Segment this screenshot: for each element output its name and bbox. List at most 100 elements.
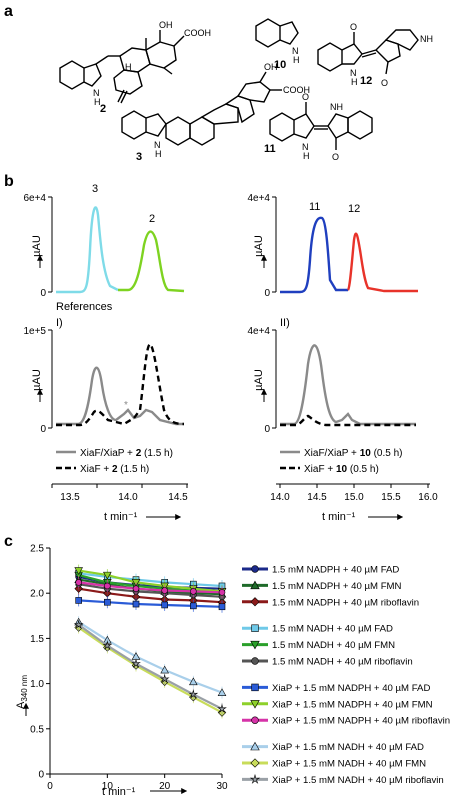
legend-text-assay-right-1: XiaF/XiaP + 10 (0.5 h) [304, 448, 403, 459]
compound-3-id: 3 [136, 151, 142, 163]
chart-legend-label: 1.5 mM NADPH + 40 µM FMN [272, 581, 402, 592]
compound-10-h: H [293, 55, 300, 65]
chart-point [251, 657, 259, 665]
chart-legend-item: 1.5 mM NADPH + 40 µM FMN [242, 580, 402, 592]
xtick-assay-right-3: 15.5 [381, 492, 401, 503]
compound-3-oh-label: OH [264, 62, 278, 72]
ymin-ref-right: 0 [264, 288, 270, 299]
compound-11-id: 11 [264, 143, 276, 155]
chart-legend-item: XiaP + 1.5 mM NADH + 40 µM riboflavin [242, 773, 444, 786]
compound-3-nh-n: N [154, 140, 161, 150]
trace-xiaf-xiap-10 [280, 344, 416, 426]
chart-point [104, 582, 111, 590]
chart-point [217, 703, 227, 714]
compound-2-id: 2 [100, 103, 106, 115]
chart-legend-item: 1.5 mM NADH + 40 µM riboflavin [242, 657, 413, 668]
ymax-assay-left: 1e+5 [23, 326, 46, 337]
chart-legend-label: 1.5 mM NADH + 40 µM riboflavin [272, 657, 413, 668]
chart-point [250, 640, 260, 650]
references-label: References [56, 301, 113, 313]
compound-10-n: N [292, 46, 299, 56]
compound-2-nh-n: N [93, 88, 100, 98]
chromatogram-assay-right: 4e+4 0 µAU XiaF/XiaP + 10 (0.5 h) XiaF +… [247, 326, 438, 523]
chart-ytick-label: 2.0 [30, 589, 44, 600]
absorbance-series [73, 564, 227, 719]
chart-point [160, 665, 169, 674]
chart-legend-item: 1.5 mM NADH + 40 µM FMN [242, 640, 395, 651]
xtick-assay-left-1: 14.0 [118, 492, 138, 503]
compound-12-o-top: O [350, 22, 357, 32]
chart-legend-label: XiaP + 1.5 mM NADPH + 40 µM FMN [272, 699, 433, 710]
xlabel-assay-right: t min⁻¹ [322, 511, 356, 523]
panel-label-a: a [4, 3, 13, 20]
chart-legend-label: XiaP + 1.5 mM NADPH + 40 µM FAD [272, 683, 430, 694]
xtick-assay-right-1: 14.5 [307, 492, 327, 503]
chart-point [251, 716, 259, 724]
chart-series-line [78, 623, 223, 710]
absorbance-legend: 1.5 mM NADPH + 40 µM FAD 1.5 mM NADPH + 4… [242, 565, 450, 786]
chart-legend-label: XiaP + 1.5 mM NADH + 40 µM FAD [272, 742, 424, 753]
chart-series [75, 576, 226, 599]
chart-legend-label: 1.5 mM NADPH + 40 µM riboflavin [272, 597, 419, 608]
chart-series-line [78, 599, 223, 608]
compound-12-h: H [351, 77, 358, 87]
chart-legend-item: XiaP + 1.5 mM NADPH + 40 µM FMN [242, 699, 433, 710]
legend-text-assay-left-1: XiaF/XiaP + 2 (1.5 h) [80, 448, 173, 459]
chart-point [251, 565, 259, 573]
chart-legend-label: XiaP + 1.5 mM NADH + 40 µM FMN [272, 759, 426, 770]
compound-11-h: H [303, 151, 310, 161]
trace-compound-12 [346, 232, 418, 293]
chart-legend-item: 1.5 mM NADH + 40 µM FAD [242, 624, 393, 635]
chromatogram-assay-left: 1e+5 0 µAU * XiaF/XiaP + 2 (1.5 h) XiaF … [23, 326, 188, 523]
compound-3-nh-h: H [155, 149, 162, 159]
chart-xtick-label: 30 [216, 781, 228, 792]
chart-legend-label: 1.5 mM NADH + 40 µM FMN [272, 640, 395, 651]
chart-legend-item: 1.5 mM NADPH + 40 µM FAD [242, 565, 399, 576]
ymin-assay-right: 0 [264, 424, 270, 435]
compound-12-id: 12 [360, 75, 372, 87]
chart-point [74, 567, 83, 576]
chart-point [132, 585, 140, 592]
chromatogram-ref-right: 4e+4 0 µAU 11 12 [247, 193, 418, 299]
compound-11-o-top: O [302, 92, 309, 102]
compound-10-id: 10 [274, 59, 286, 71]
compound-2-h-label: H [125, 62, 132, 72]
compound-12-n: N [350, 68, 357, 78]
chart-xtick-label: 0 [47, 781, 53, 792]
chart-point [132, 600, 140, 608]
chart-ytick-label: 1.5 [30, 634, 44, 645]
chart-xtick-label: 10 [102, 781, 114, 792]
ymax-assay-right: 4e+4 [247, 326, 270, 337]
structures-panel-a [59, 18, 419, 150]
chart-point [103, 571, 112, 580]
chart-legend-item: XiaP + 1.5 mM NADPH + 40 µM FAD [242, 683, 430, 694]
chart-series [74, 616, 227, 699]
panel-label-b: b [4, 173, 14, 190]
compound-11-n: N [302, 142, 309, 152]
chart-legend-label: 1.5 mM NADPH + 40 µM FAD [272, 565, 399, 576]
chart-series [75, 594, 226, 613]
compound-2-oh-label: OH [159, 20, 173, 30]
chart-point [188, 689, 199, 699]
compound-11-nh: NH [330, 102, 343, 112]
chart-ytick-label: 2.5 [30, 544, 44, 555]
structure-labels: OH COOH H N H 2 OH COOH N H 3 N H 10 O N… [93, 20, 433, 163]
star-annotation: * [124, 400, 128, 411]
ymax-ref-left: 6e+4 [23, 193, 46, 204]
chart-point [250, 597, 260, 607]
trace-compound-11 [280, 216, 348, 294]
chart-point [73, 619, 84, 630]
chart-ylabel: A340 nm [15, 675, 29, 709]
chart-ytick-label: 0 [38, 770, 44, 781]
chart-series [74, 621, 227, 719]
chart-point [250, 580, 260, 590]
chart-point [104, 598, 111, 606]
compound-11-o-bottom: O [332, 152, 339, 162]
chart-point [161, 601, 168, 609]
trace-xiaf-xiap-2 [56, 366, 184, 426]
legend-text-assay-right-2: XiaF + 10 (0.5 h) [304, 464, 379, 475]
compound-11-structure [269, 102, 373, 150]
peak-label-12: 12 [348, 203, 360, 215]
compound-10-structure [255, 18, 299, 48]
chart-point [190, 602, 197, 610]
